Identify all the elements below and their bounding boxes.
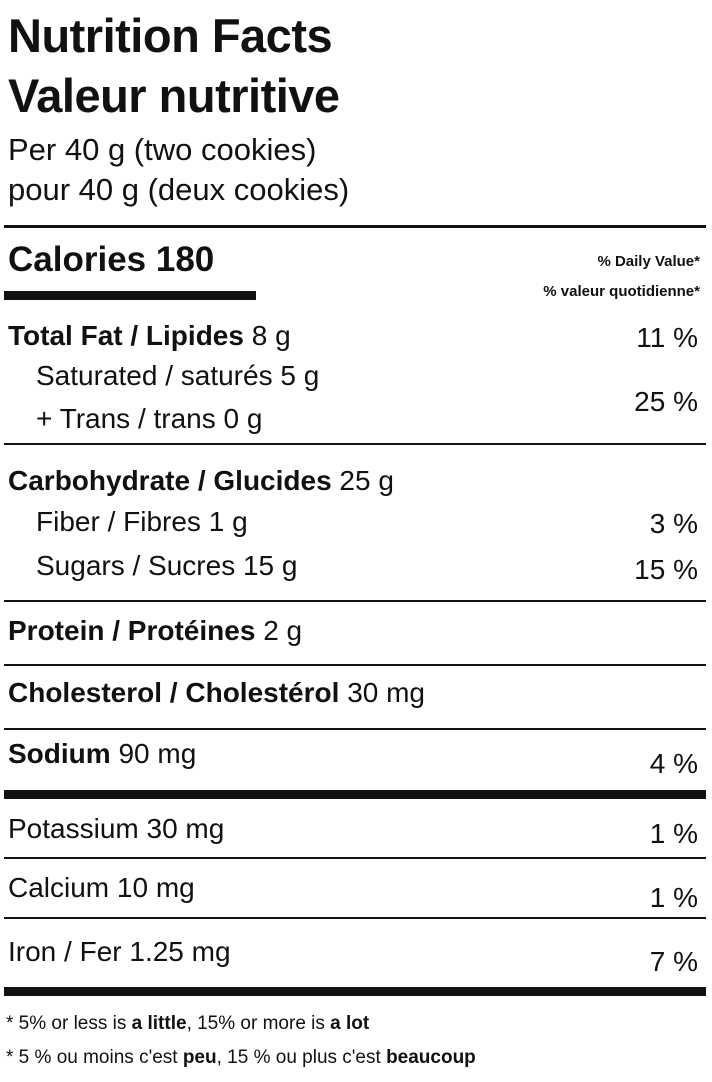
rule	[4, 857, 706, 859]
dv-header: % Daily Value*	[597, 253, 700, 270]
nutrient: + Trans / trans 0 g	[36, 405, 262, 433]
footnote-text: a little	[131, 1013, 187, 1034]
rule	[4, 728, 706, 730]
amount: 1 g	[208, 506, 248, 537]
nutrient: Sodium 90 mg	[8, 740, 196, 768]
nutrient: Saturated / saturés 5 g	[36, 362, 319, 390]
nutrient-name: Cholesterol / Cholestérol	[8, 677, 340, 708]
amount: 1.25 mg	[129, 936, 231, 967]
nutrient: Carbohydrate / Glucides 25 g	[8, 467, 394, 495]
daily-value: 4 %	[649, 748, 698, 779]
title: Valeur nutritive	[8, 69, 340, 122]
amount: 2 g	[263, 615, 303, 646]
footnote: * 5% or less is a little, 15% or more is…	[6, 1014, 369, 1033]
nutrient: Total Fat / Lipides 8 g	[8, 322, 291, 350]
rule	[4, 664, 706, 666]
footnote-text: beaucoup	[386, 1047, 476, 1068]
nutrient: Fiber / Fibres 1 g	[36, 508, 248, 536]
nutrient-name: Iron / Fer	[8, 936, 122, 967]
rule	[4, 790, 706, 799]
nutrient: Cholesterol / Cholestérol 30 mg	[8, 679, 425, 707]
calories-value: 180	[155, 240, 215, 279]
nutrient-name: Protein / Protéines	[8, 615, 256, 646]
amount: 5 g	[280, 360, 320, 391]
daily-value: 25 %	[634, 386, 698, 417]
footnote-text: , 15% or more is	[186, 1013, 331, 1034]
nutrient-name: + Trans / trans	[36, 403, 216, 434]
footnote-text: * 5% or less is	[6, 1013, 132, 1034]
amount: 25 g	[339, 465, 394, 496]
amount: 15 g	[242, 550, 298, 581]
title: Nutrition Facts	[8, 9, 333, 62]
nutrient: Protein / Protéines 2 g	[8, 617, 302, 645]
footnote: * 5 % ou moins c'est peu, 15 % ou plus c…	[6, 1048, 476, 1067]
calories: Calories 180	[8, 242, 214, 277]
rule	[4, 291, 256, 300]
daily-value: 15 %	[634, 554, 698, 585]
daily-value: 11 %	[636, 322, 698, 353]
amount: 30 mg	[347, 677, 426, 708]
nutrient-name: Saturated / saturés	[36, 360, 273, 391]
calories-label: Calories	[8, 240, 147, 279]
nutrient-name: Fiber / Fibres	[36, 506, 201, 537]
nutrient: Iron / Fer 1.25 mg	[8, 938, 231, 966]
nutrient-name: Potassium	[8, 813, 139, 844]
serving: Per 40 g (two cookies)	[8, 132, 317, 167]
nutrient-name: Total Fat / Lipides	[8, 320, 244, 351]
nutrient-name: Sodium	[8, 738, 111, 769]
nutrient: Sugars / Sucres 15 g	[36, 552, 297, 580]
amount: 8 g	[251, 320, 291, 351]
serving: pour 40 g (deux cookies)	[8, 172, 350, 207]
nutrient-name: Carbohydrate / Glucides	[8, 465, 332, 496]
daily-value: 1 %	[649, 818, 698, 849]
amount: 10 mg	[116, 872, 195, 903]
nutrient: Calcium 10 mg	[8, 874, 195, 902]
amount: 0 g	[223, 403, 263, 434]
rule	[4, 917, 706, 919]
daily-value: 1 %	[649, 882, 698, 913]
rule	[4, 225, 706, 228]
footnote-text: , 15 % ou plus c'est	[216, 1047, 387, 1068]
daily-value: 7 %	[649, 946, 698, 977]
dv-header: % valeur quotidienne*	[543, 283, 700, 300]
footnote-text: peu	[182, 1047, 217, 1068]
nutrient-name: Calcium	[8, 872, 110, 903]
rule	[4, 443, 706, 445]
amount: 90 mg	[118, 738, 197, 769]
amount: 30 mg	[146, 813, 225, 844]
nutrient: Potassium 30 mg	[8, 815, 224, 843]
rule	[4, 987, 706, 996]
rule	[4, 600, 706, 602]
nutrient-name: Sugars / Sucres	[36, 550, 236, 581]
footnote-text: * 5 % ou moins c'est	[6, 1047, 183, 1068]
daily-value: 3 %	[649, 508, 698, 539]
footnote-text: a lot	[330, 1013, 370, 1034]
